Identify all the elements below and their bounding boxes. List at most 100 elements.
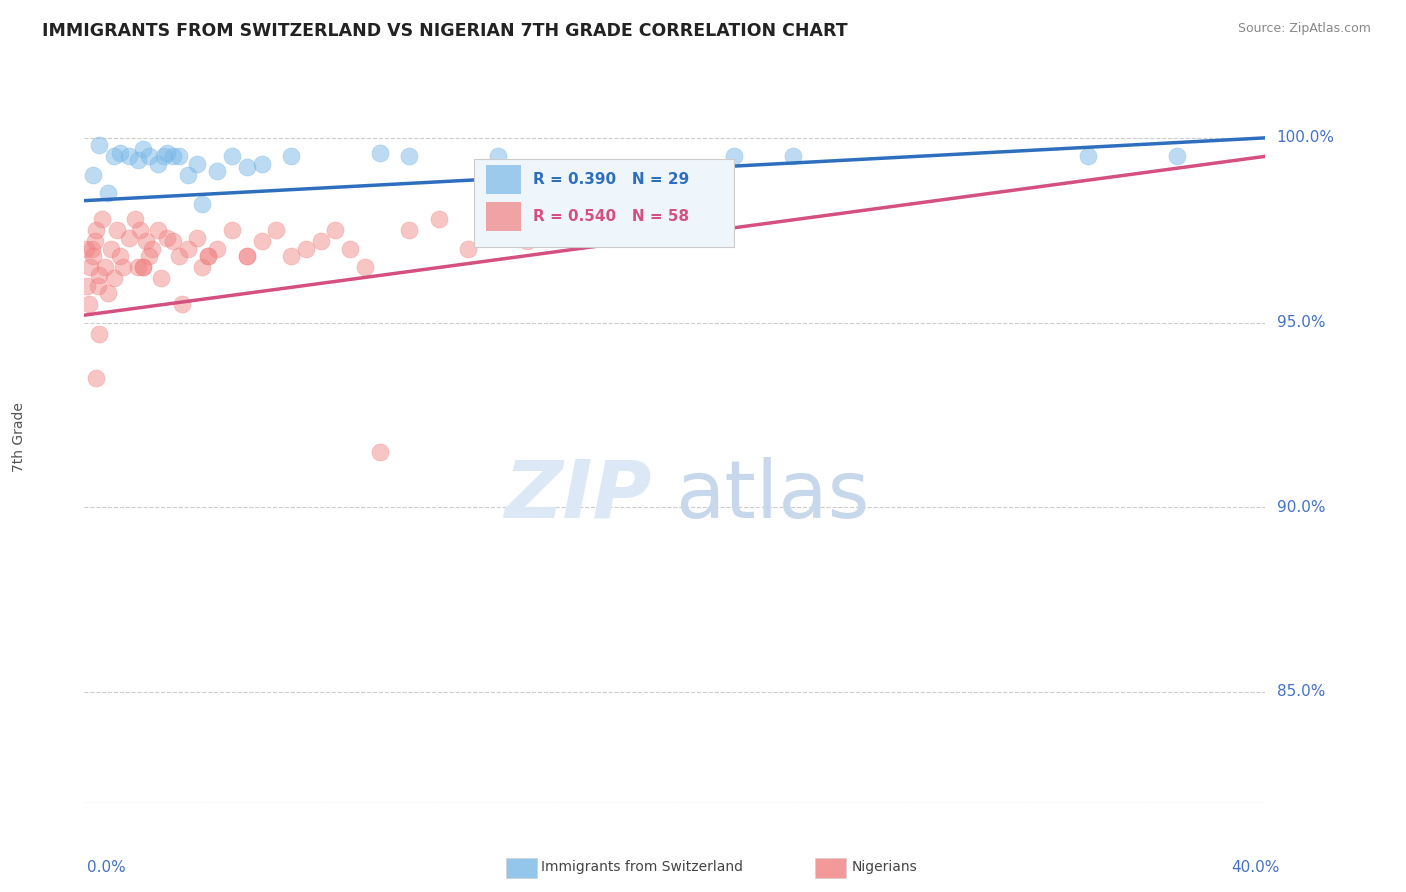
Point [368,445,391,459]
Point [83,235,105,249]
Point [235,161,259,175]
Point [132,260,155,274]
Text: atlas: atlas [675,457,869,534]
Point [129,223,152,237]
Text: 40.0%: 40.0% [1232,860,1279,874]
Point [339,242,361,256]
Point [398,223,420,237]
Point [132,142,155,156]
Point [100,242,122,256]
FancyBboxPatch shape [486,202,522,231]
Point [235,249,259,263]
Point [108,249,131,263]
Text: 0.0%: 0.0% [87,860,127,874]
Point [153,149,176,163]
Point [103,271,125,285]
Point [205,242,228,256]
FancyBboxPatch shape [474,159,734,247]
Point [323,223,347,237]
Point [86,278,108,293]
Point [127,260,149,274]
Point [280,149,302,163]
Point [309,235,332,249]
Point [97,285,120,300]
Point [94,260,117,274]
Point [138,149,160,163]
Point [127,153,149,167]
Point [132,260,155,274]
Point [87,268,111,282]
Point [191,197,214,211]
Point [167,149,190,163]
Point [108,145,131,160]
Text: Nigerians: Nigerians [852,860,918,874]
Point [1077,149,1099,163]
Point [250,235,273,249]
Text: IMMIGRANTS FROM SWITZERLAND VS NIGERIAN 7TH GRADE CORRELATION CHART: IMMIGRANTS FROM SWITZERLAND VS NIGERIAN … [42,22,848,40]
Point [427,212,450,227]
Point [82,249,104,263]
Point [486,149,509,163]
Point [398,149,420,163]
Point [162,235,184,249]
Point [77,297,100,311]
Point [235,249,259,263]
Point [177,242,200,256]
Point [167,249,190,263]
Point [295,242,318,256]
Point [91,212,114,227]
Point [105,223,128,237]
Text: Source: ZipAtlas.com: Source: ZipAtlas.com [1237,22,1371,36]
Point [354,260,377,274]
Text: 95.0%: 95.0% [1277,315,1324,330]
Point [186,157,208,171]
Point [156,145,179,160]
Point [82,168,104,182]
Point [205,164,228,178]
Point [221,223,243,237]
Point [1166,149,1188,163]
Point [368,145,391,160]
Point [457,242,479,256]
Point [84,371,107,385]
Point [162,149,184,163]
Point [221,149,243,163]
Point [197,249,219,263]
Point [87,326,111,341]
FancyBboxPatch shape [486,165,522,194]
Point [75,242,97,256]
Point [250,157,273,171]
Point [141,242,163,256]
Point [186,230,208,244]
Point [111,260,134,274]
Point [124,212,146,227]
Point [97,186,120,201]
Text: 90.0%: 90.0% [1277,500,1324,515]
Text: ZIP: ZIP [503,457,651,534]
Point [197,249,219,263]
Point [76,278,98,293]
Point [84,223,107,237]
Point [118,149,141,163]
Text: Immigrants from Switzerland: Immigrants from Switzerland [541,860,744,874]
Point [103,149,125,163]
Text: 100.0%: 100.0% [1277,130,1334,145]
Point [782,149,804,163]
Text: R = 0.390   N = 29: R = 0.390 N = 29 [533,172,689,187]
Point [79,260,101,274]
Point [723,149,745,163]
Point [118,230,141,244]
Point [156,230,179,244]
Point [486,223,509,237]
Point [170,297,193,311]
Text: 85.0%: 85.0% [1277,684,1324,699]
Point [148,223,170,237]
Text: 7th Grade: 7th Grade [13,402,27,472]
Text: R = 0.540   N = 58: R = 0.540 N = 58 [533,209,689,224]
Point [264,223,288,237]
Point [135,235,157,249]
Point [148,157,170,171]
Point [516,235,538,249]
Point [87,138,111,153]
Point [138,249,160,263]
